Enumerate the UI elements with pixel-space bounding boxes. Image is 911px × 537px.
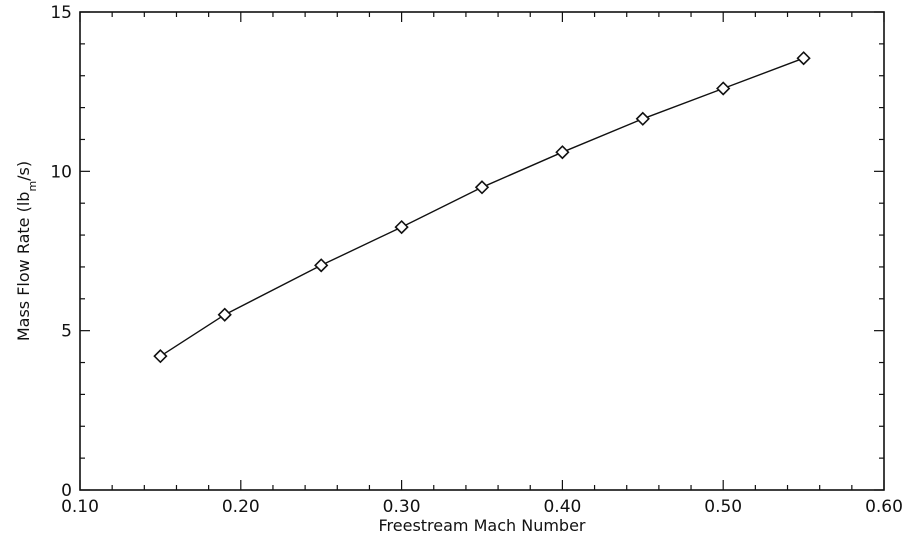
x-tick-label: 0.30 bbox=[383, 497, 421, 517]
data-point bbox=[394, 219, 409, 235]
data-markers bbox=[153, 51, 811, 364]
x-tick-labels: 0.10 0.20 0.30 0.40 0.50 0.60 bbox=[61, 497, 903, 517]
y-axis-label-unit: /s) bbox=[14, 161, 33, 181]
y-tick-label: 0 bbox=[61, 481, 72, 501]
y-axis-label-main: Mass Flow Rate (lb bbox=[14, 192, 33, 342]
data-point bbox=[474, 180, 490, 195]
y-tick-labels: 0 5 10 15 bbox=[50, 3, 72, 501]
x-tick-label: 0.40 bbox=[543, 497, 581, 517]
data-point bbox=[635, 111, 650, 126]
y-axis-label: Mass Flow Rate (lbm/s) bbox=[14, 161, 39, 341]
y-tick-label: 10 bbox=[50, 162, 72, 182]
y-tick-label: 5 bbox=[61, 322, 72, 342]
axis-ticks bbox=[79, 11, 885, 491]
x-tick-label: 0.10 bbox=[61, 497, 99, 517]
data-point bbox=[555, 145, 570, 160]
x-tick-label: 0.20 bbox=[222, 497, 260, 517]
plot-frame bbox=[79, 11, 885, 491]
data-point bbox=[716, 81, 731, 96]
data-point bbox=[153, 349, 168, 364]
x-tick-label: 0.50 bbox=[704, 497, 742, 517]
y-axis-label-subscript: m bbox=[26, 181, 39, 192]
data-point bbox=[796, 51, 811, 66]
y-tick-label: 15 bbox=[50, 3, 72, 23]
data-point bbox=[314, 258, 329, 273]
x-axis-label: Freestream Mach Number bbox=[378, 516, 585, 535]
series-line bbox=[160, 57, 804, 357]
x-tick-label: 0.60 bbox=[865, 497, 903, 517]
data-point bbox=[217, 307, 232, 322]
